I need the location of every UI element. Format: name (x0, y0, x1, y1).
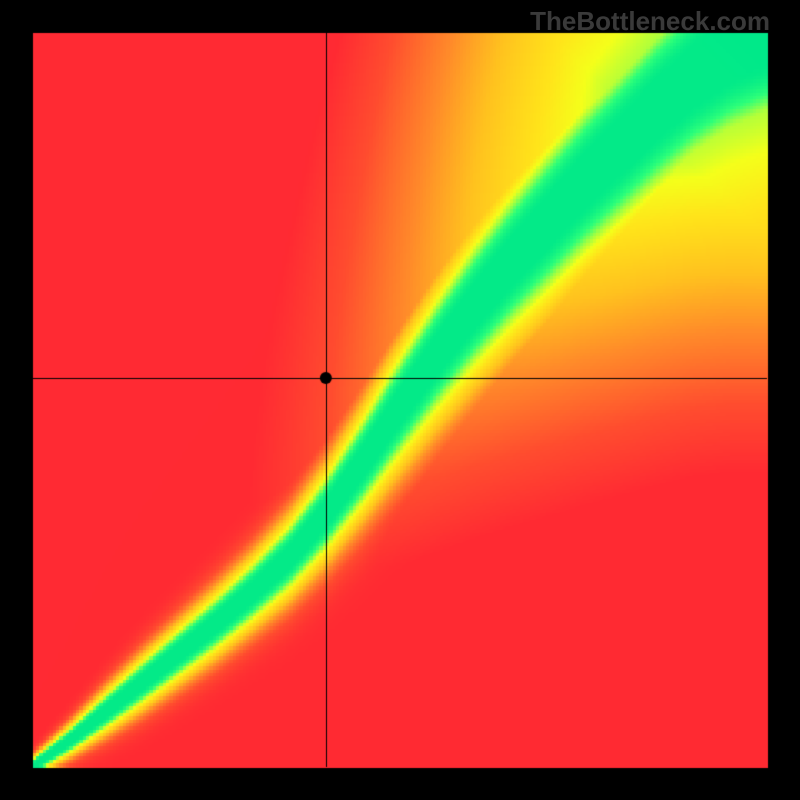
bottleneck-heatmap (0, 0, 800, 800)
watermark-text: TheBottleneck.com (530, 6, 770, 37)
chart-container: TheBottleneck.com (0, 0, 800, 800)
